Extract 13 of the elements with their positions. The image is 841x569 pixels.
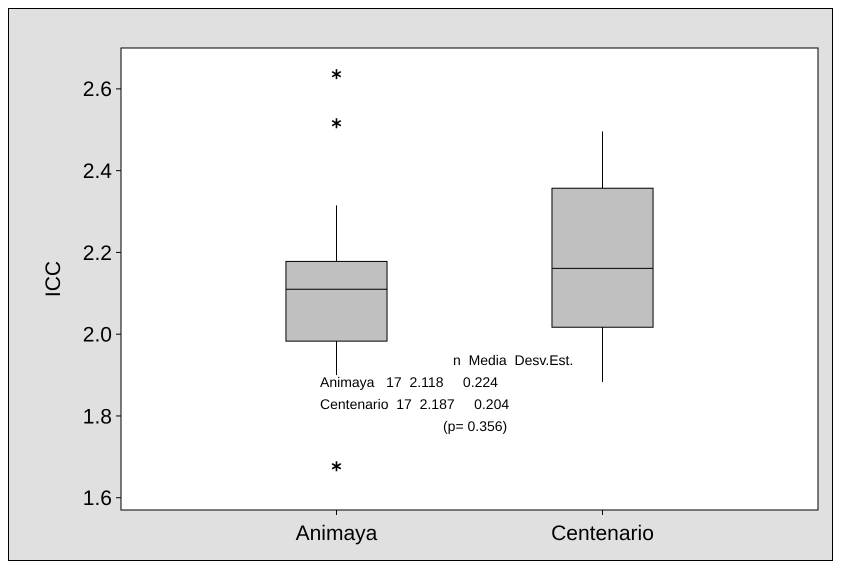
y-tick-label: 2.4 xyxy=(82,160,112,184)
y-tick-label: 1.8 xyxy=(82,405,112,428)
annotation: Centenario 17 2.187 0.204 xyxy=(320,396,510,412)
annotation: Animaya 17 2.118 0.224 xyxy=(320,374,498,390)
y-tick-label: 2.0 xyxy=(82,324,112,347)
y-tick-label: 2.2 xyxy=(82,242,112,265)
x-tick-label: Animaya xyxy=(296,522,378,545)
y-tick-label: 1.6 xyxy=(82,487,112,510)
y-axis-title: ICC xyxy=(42,260,65,298)
x-tick-label: Centenario xyxy=(551,522,654,545)
annotation: n Media Desv.Est. xyxy=(453,352,574,368)
y-tick-label: 2.6 xyxy=(82,78,112,102)
annotation: (p= 0.356) xyxy=(443,418,508,434)
